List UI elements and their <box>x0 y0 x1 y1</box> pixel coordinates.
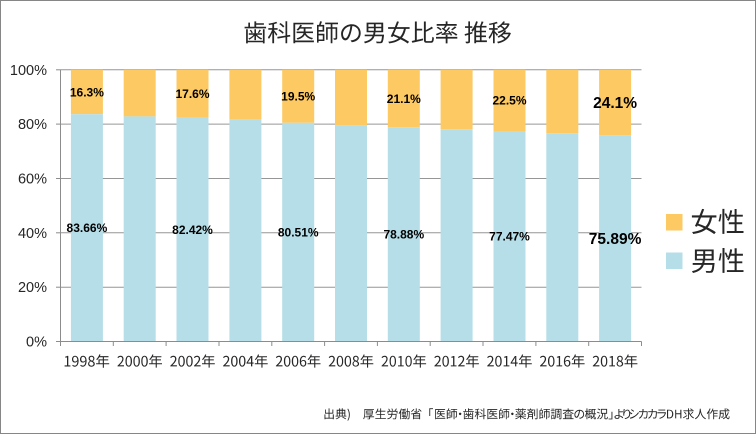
svg-text:22.5%: 22.5% <box>492 94 526 108</box>
svg-text:100%: 100% <box>10 63 47 79</box>
svg-text:0%: 0% <box>26 335 47 351</box>
svg-text:16.3%: 16.3% <box>70 85 104 99</box>
svg-text:20%: 20% <box>18 280 47 296</box>
svg-text:83.66%: 83.66% <box>67 221 108 235</box>
svg-text:21.1%: 21.1% <box>387 92 421 106</box>
svg-text:78.88%: 78.88% <box>383 228 424 242</box>
svg-text:60%: 60% <box>18 172 47 188</box>
svg-text:77.47%: 77.47% <box>489 230 530 244</box>
svg-text:80.51%: 80.51% <box>278 225 319 239</box>
svg-text:75.89%: 75.89% <box>589 231 642 248</box>
svg-text:19.5%: 19.5% <box>281 90 315 104</box>
svg-text:24.1%: 24.1% <box>593 95 637 112</box>
svg-text:80%: 80% <box>18 117 47 133</box>
svg-text:82.42%: 82.42% <box>172 223 213 237</box>
svg-text:40%: 40% <box>18 226 47 242</box>
svg-text:17.6%: 17.6% <box>175 87 209 101</box>
